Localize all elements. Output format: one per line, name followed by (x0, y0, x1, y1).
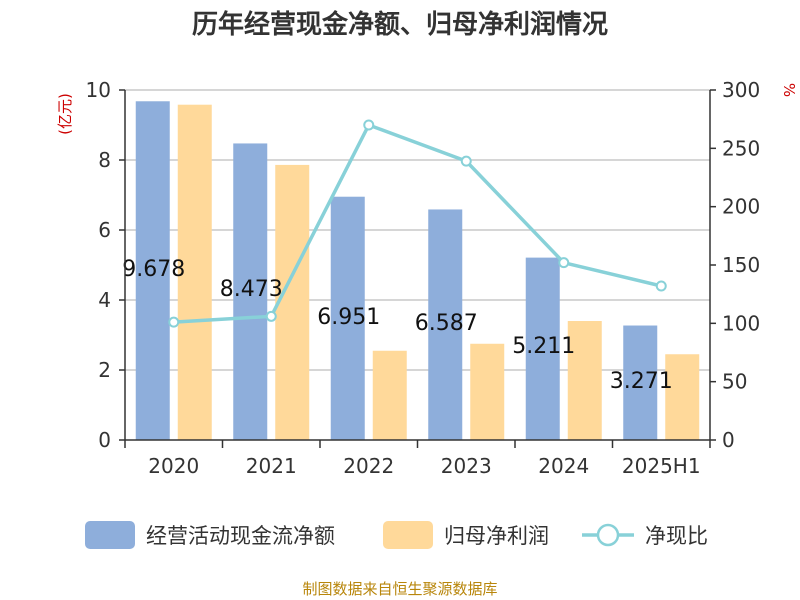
x-tick-label: 2022 (343, 454, 394, 478)
left-tick-label: 8 (98, 148, 111, 172)
bar-net-profit-2025H1 (665, 354, 700, 440)
left-tick-label: 4 (98, 288, 111, 312)
chart-title: 历年经营现金净额、归母净利润情况 (192, 9, 608, 40)
source-note: 制图数据来自恒生聚源数据库 (302, 580, 497, 598)
right-axis-unit: % (780, 83, 798, 97)
ratio-point-2024 (558, 257, 570, 269)
legend: 经营活动现金流净额 归母净利润 净现比 (85, 521, 708, 549)
legend-label-ratio: 净现比 (645, 524, 708, 548)
left-axis-unit: (亿元) (56, 93, 74, 135)
data-label-2023: 6.587 (415, 311, 478, 336)
ratio-point-2020 (168, 316, 180, 328)
bar-net-profit-2020 (177, 104, 212, 440)
line-layer (168, 119, 667, 328)
right-tick-label: 0 (722, 428, 735, 452)
bar-net-profit-2023 (470, 343, 505, 440)
right-tick-label: 200 (722, 195, 760, 219)
left-tick-label: 0 (98, 428, 111, 452)
right-tick-label: 50 (722, 370, 747, 394)
ratio-line (173, 122, 662, 324)
x-tick-label: 2021 (246, 454, 297, 478)
bar-net-profit-2024 (567, 321, 602, 440)
data-label-2025H1: 3.271 (610, 369, 673, 394)
ratio-point-2023 (460, 155, 472, 167)
right-tick-label: 300 (722, 78, 760, 102)
bar-cash-flow-2025H1 (623, 325, 658, 440)
legend-label-net-profit: 归母净利润 (444, 524, 549, 548)
bar-cash-flow-2023 (428, 209, 463, 440)
data-label-2022: 6.951 (317, 305, 380, 330)
left-tick-label: 10 (86, 78, 111, 102)
grid-lines (125, 89, 710, 371)
legend-swatch-cash-flow (85, 521, 135, 549)
legend-swatch-ratio-marker (596, 523, 620, 547)
data-label-2024: 5.211 (512, 334, 575, 359)
left-tick-label: 2 (98, 358, 111, 382)
data-labels-layer: 9.678 8.473 6.951 6.587 5.211 3.271 (122, 257, 672, 394)
right-tick-label: 150 (722, 253, 760, 277)
bars-layer (135, 101, 700, 441)
x-tick-label: 2020 (148, 454, 199, 478)
ratio-point-2022 (363, 119, 375, 131)
legend-swatch-net-profit (383, 521, 433, 549)
ratio-point-2021 (265, 310, 277, 322)
bar-cash-flow-2020 (135, 101, 170, 441)
x-tick-label: 2023 (441, 454, 492, 478)
bar-net-profit-2022 (372, 350, 407, 440)
data-label-2021: 8.473 (220, 277, 283, 302)
bar-cash-flow-2021 (233, 143, 268, 440)
bar-cash-flow-2024 (525, 257, 560, 440)
bar-cash-flow-2022 (330, 196, 365, 440)
right-tick-label: 250 (722, 136, 760, 160)
x-tick-label: 2024 (538, 454, 589, 478)
bar-net-profit-2021 (275, 164, 310, 440)
right-tick-label: 100 (722, 311, 760, 335)
left-tick-label: 6 (98, 218, 111, 242)
legend-label-cash-flow: 经营活动现金流净额 (146, 524, 335, 548)
x-tick-label: 2025H1 (622, 454, 701, 478)
data-label-2020: 9.678 (122, 257, 185, 282)
ratio-point-2025H1 (655, 280, 667, 292)
